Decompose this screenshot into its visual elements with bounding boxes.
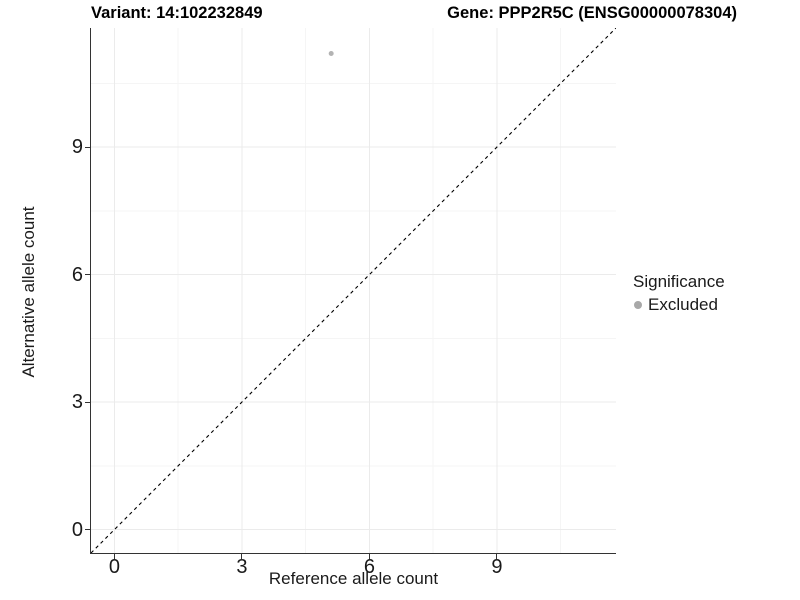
x-axis-tick: [241, 554, 243, 559]
legend-point-icon: [634, 300, 642, 309]
y-axis-tick: [85, 529, 90, 531]
y-axis-tick: [85, 401, 90, 403]
y-tick-label: 0: [71, 518, 83, 541]
plot-panel: [90, 28, 616, 554]
plot-title-variant: Variant: 14:102232849: [91, 4, 263, 22]
y-tick-label: 3: [71, 391, 83, 414]
y-axis-tick: [85, 146, 90, 148]
legend-item-excluded: Excluded: [632, 294, 725, 315]
y-axis-title: Alternative allele count: [19, 206, 38, 378]
plot-title-gene: Gene: PPP2R5C (ENSG00000078304): [447, 4, 737, 22]
x-axis-tick: [368, 554, 370, 559]
y-axis-tick: [85, 274, 90, 276]
data-point: [328, 51, 334, 57]
y-tick-label: 6: [71, 263, 83, 286]
legend-title: Significance: [633, 272, 725, 291]
identity-reference-line: [91, 28, 616, 553]
x-tick-label: 9: [491, 556, 503, 578]
x-tick-label: 3: [236, 556, 248, 578]
legend-item-label: Excluded: [648, 295, 718, 314]
plot-title-row: Variant: 14:102232849 Gene: PPP2R5C (ENS…: [91, 4, 737, 23]
y-tick-label: 9: [71, 136, 83, 159]
x-axis-tick: [113, 554, 115, 559]
x-axis-tick: [496, 554, 498, 559]
plot-canvas: [91, 28, 616, 553]
legend: Significance Excluded: [632, 271, 725, 315]
x-tick-label: 0: [108, 556, 120, 578]
x-axis-title: Reference allele count: [268, 569, 439, 588]
x-tick-label: 6: [363, 556, 375, 578]
